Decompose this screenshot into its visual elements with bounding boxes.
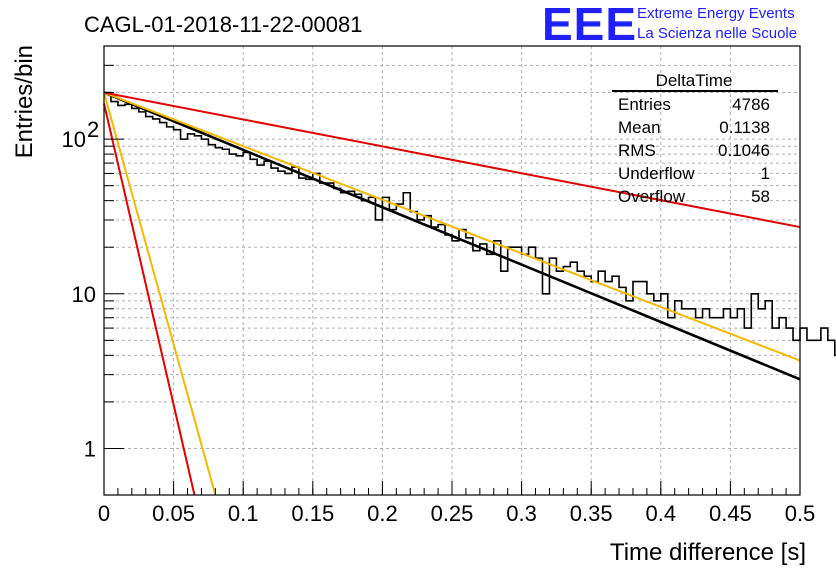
stats-value: 0.1046 [718, 141, 770, 160]
x-tick-label: 0.3 [506, 501, 537, 526]
stats-title: DeltaTime [656, 71, 733, 90]
y-tick-exponent: 2 [87, 117, 99, 142]
x-tick-label: 0.45 [709, 501, 752, 526]
logo-line-1: Extreme Energy Events [637, 5, 795, 22]
x-tick-label: 0.1 [228, 501, 259, 526]
fit-curves [103, 91, 801, 496]
x-tick-labels: 0 0.05 0.1 0.15 0.2 0.25 0.3 0.35 0.4 0.45 0.5 [98, 501, 815, 526]
fit-curve-black [103, 91, 801, 381]
fit-curve-red [103, 91, 801, 229]
axes [103, 45, 801, 496]
x-tick-label: 0.4 [646, 501, 677, 526]
x-tick-label: 0.05 [152, 501, 195, 526]
chart-title: CAGL-01-2018-11-22-00081 [84, 12, 362, 37]
eee-logo: EEE [542, 0, 637, 50]
fit-curve-red [103, 103, 196, 496]
stats-label: Underflow [618, 164, 695, 183]
stats-box: DeltaTime Entries 4786 Mean 0.1138 RMS 0.1046… [612, 71, 778, 206]
stats-rows: Entries 4786 Mean 0.1138 RMS 0.1046 Underflow 1… [618, 95, 770, 206]
x-tick-label: 0.5 [785, 501, 816, 526]
fit-curve-yellow [103, 91, 801, 362]
y-tick-label: 10 [62, 127, 86, 152]
y-tick-label: 10 [72, 282, 96, 307]
stats-value: 58 [751, 187, 770, 206]
x-tick-label: 0.2 [367, 501, 398, 526]
x-tick-label: 0.25 [431, 501, 474, 526]
x-axis-title: Time difference [s] [610, 539, 806, 566]
logo-line-2: La Scienza nelle Scuole [637, 25, 797, 42]
histogram [104, 91, 836, 357]
grid [104, 45, 800, 495]
histogram-steps [104, 91, 836, 357]
stats-value: 4786 [732, 95, 770, 114]
fit-curve-yellow [103, 92, 217, 496]
y-tick-label: 1 [84, 436, 96, 461]
x-tick-label: 0.35 [570, 501, 613, 526]
stats-value: 0.1138 [719, 118, 770, 137]
stats-label: Overflow [618, 187, 686, 206]
y-axis-title: Entries/bin [11, 45, 38, 158]
x-tick-label: 0 [98, 501, 110, 526]
stats-value: 1 [761, 164, 770, 183]
stats-label: Mean [618, 118, 661, 137]
stats-label: RMS [618, 141, 656, 160]
stats-label: Entries [618, 95, 671, 114]
x-tick-label: 0.15 [291, 501, 334, 526]
